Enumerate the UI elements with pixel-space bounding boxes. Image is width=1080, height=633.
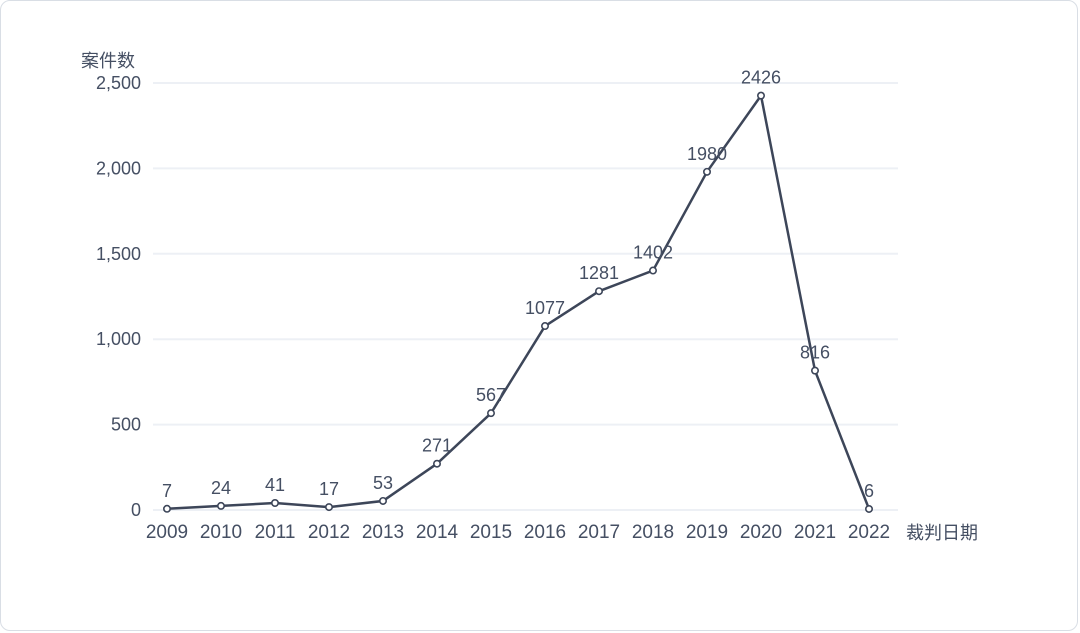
data-point-marker[interactable] [594, 287, 603, 296]
x-tick-label: 2010 [200, 522, 242, 543]
x-tick-label: 2012 [308, 522, 350, 543]
y-tick-label: 2,500 [96, 73, 141, 93]
x-tick-label: 2017 [578, 522, 620, 543]
x-tick-label: 2022 [848, 522, 890, 543]
data-point-marker[interactable] [864, 504, 873, 513]
data-point-marker[interactable] [163, 504, 172, 513]
data-point-label: 2426 [741, 68, 781, 88]
data-point-marker[interactable] [378, 496, 387, 505]
series-line [165, 94, 871, 511]
y-tick-label: 500 [111, 415, 141, 435]
data-point-marker[interactable] [217, 501, 226, 510]
data-point-marker[interactable] [432, 459, 441, 468]
data-point-label: 1077 [525, 298, 565, 318]
data-point-label: 53 [373, 473, 393, 493]
x-tick-label: 2021 [794, 522, 836, 543]
x-tick-label: 2018 [632, 522, 674, 543]
x-tick-label: 2013 [362, 522, 404, 543]
data-point-label: 567 [476, 385, 506, 405]
data-point-label: 17 [319, 479, 339, 499]
data-point-label: 24 [211, 478, 231, 498]
x-tick-label: 2009 [146, 522, 188, 543]
data-point-marker[interactable] [810, 366, 819, 375]
y-tick-label: 2,000 [96, 158, 141, 178]
x-axis-title: 裁判日期 [906, 523, 978, 543]
data-point-label: 816 [800, 343, 830, 363]
data-point-label: 7 [162, 481, 172, 501]
x-tick-label: 2014 [416, 522, 459, 543]
data-point-marker[interactable] [270, 498, 279, 507]
data-point-label: 1281 [579, 263, 619, 283]
y-tick-label: 1,000 [96, 329, 141, 349]
data-point-marker[interactable] [324, 503, 333, 512]
y-tick-label: 0 [131, 500, 141, 520]
x-tick-label: 2016 [524, 522, 566, 543]
data-point-label: 1402 [633, 243, 673, 263]
data-point-label: 1980 [687, 144, 727, 164]
y-tick-label: 1,500 [96, 244, 141, 264]
data-point-marker[interactable] [648, 266, 657, 275]
data-point-label: 41 [265, 475, 285, 495]
data-point-marker[interactable] [486, 409, 495, 418]
data-point-marker[interactable] [540, 322, 549, 331]
x-tick-label: 2011 [255, 522, 296, 543]
x-tick-label: 2020 [740, 522, 782, 543]
x-tick-label: 2015 [470, 522, 512, 543]
x-tick-label: 2019 [686, 522, 728, 543]
data-point-label: 271 [422, 436, 452, 456]
data-point-marker[interactable] [702, 167, 711, 176]
y-axis-title: 案件数 [81, 51, 135, 71]
data-point-label: 6 [864, 481, 874, 501]
data-point-marker[interactable] [756, 91, 765, 100]
